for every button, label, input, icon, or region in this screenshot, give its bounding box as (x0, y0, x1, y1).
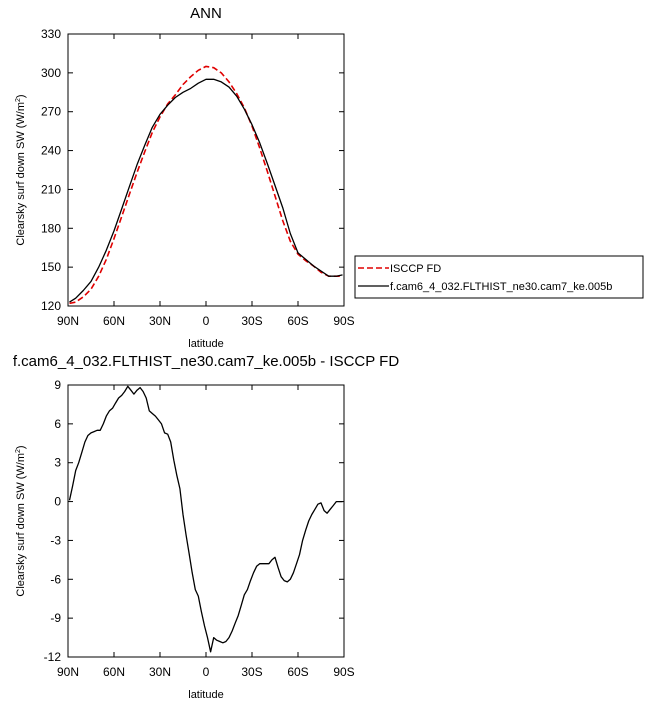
panel1-ytick-label: 270 (41, 105, 61, 119)
panel2-xtick-label: 60S (287, 665, 308, 679)
panel2-xtick-label: 30N (149, 665, 171, 679)
panel1-ytick-label: 150 (41, 260, 61, 274)
panel2-ytick-label: 9 (54, 378, 61, 392)
panel2-ytick-label: -3 (50, 533, 61, 547)
panel2-xtick-label: 60N (103, 665, 125, 679)
panel1-ylabel-sup: 2 (15, 98, 22, 102)
panel2-xlabel: latitude (188, 689, 223, 701)
panel1-title: ANN (190, 5, 222, 22)
panel1-ytick-label: 180 (41, 221, 61, 235)
panel1-ytick-label: 120 (41, 299, 61, 313)
panel2-ytick-label: 0 (54, 495, 61, 509)
panel2-plot-frame (67, 384, 345, 658)
panel2-series-line-0 (68, 385, 343, 653)
legend-box (354, 255, 644, 299)
panel2-series-group (68, 385, 343, 653)
panel2-ylabel: Clearsky surf down SW (W/m2) (15, 445, 27, 596)
panel1-series-line-1 (69, 78, 343, 303)
panel2-xtick-label: 30S (241, 665, 262, 679)
panel1-ylabel-main: Clearsky surf down SW (W/m (15, 102, 27, 246)
panel1-ylabel-close: ) (15, 94, 27, 98)
panel2-ytick-label: 3 (54, 456, 61, 470)
panel1-plot-frame (67, 33, 345, 307)
panel1-xtick-label: 60N (103, 314, 125, 328)
panel1-xtick-label: 30S (241, 314, 262, 328)
panel2-ylabel-sup: 2 (15, 449, 22, 453)
panel1-xlabel: latitude (188, 338, 223, 350)
panel1-axes: 90N 60N 30N 0 30S 60S 90S 120 150 180 210 240 270 300… (41, 27, 355, 328)
panel2-ytick-label: 6 (54, 417, 61, 431)
panel1-xtick-label: 0 (203, 314, 210, 328)
panel2-ytick-label: -6 (50, 572, 61, 586)
panel1-series-line-0 (69, 65, 343, 305)
panel1-xtick-label: 90S (333, 314, 354, 328)
legend-label-model: f.cam6_4_032.FLTHIST_ne30.cam7_ke.005b (390, 281, 612, 293)
panel2-title: f.cam6_4_032.FLTHIST_ne30.cam7_ke.005b -… (13, 353, 399, 370)
panel2-xtick-label: 0 (203, 665, 210, 679)
panel1-series-group (69, 65, 343, 305)
panel2-ytick-label: -12 (44, 650, 62, 664)
panel1-ytick-label: 330 (41, 27, 61, 41)
panel2-ylabel-main: Clearsky surf down SW (W/m (15, 453, 27, 597)
panel2-ylabel-close: ) (15, 445, 27, 449)
panel1-ytick-label: 300 (41, 66, 61, 80)
legend-label-isccp: ISCCP FD (390, 263, 441, 275)
panel1-ytick-label: 240 (41, 144, 61, 158)
panel1-ylabel: Clearsky surf down SW (W/m2) (15, 94, 27, 245)
panel1-xtick-label: 30N (149, 314, 171, 328)
panel2-axes: 90N 60N 30N 0 30S 60S 90S -12 -9 -6 -3 0 3 6 9 (44, 378, 355, 679)
panel-climatology: ANN 90N 60N 30N 0 30S 60S 90S 120 150 180 210 240 27… (15, 5, 355, 350)
panel2-xtick-label: 90N (57, 665, 79, 679)
panel1-xtick-label: 90N (57, 314, 79, 328)
panel1-ytick-label: 210 (41, 182, 61, 196)
panel2-ytick-label: -9 (50, 611, 61, 625)
panel-difference: f.cam6_4_032.FLTHIST_ne30.cam7_ke.005b -… (13, 353, 399, 701)
legend: ISCCP FD f.cam6_4_032.FLTHIST_ne30.cam7_… (354, 255, 644, 299)
panel2-xtick-label: 90S (333, 665, 354, 679)
panel1-xtick-label: 60S (287, 314, 308, 328)
